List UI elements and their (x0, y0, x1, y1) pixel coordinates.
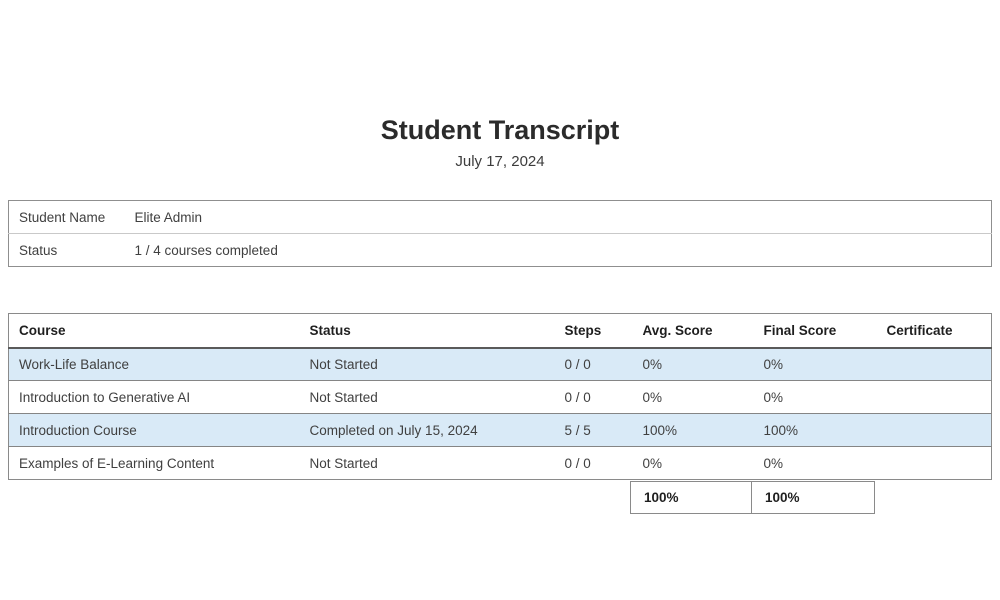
info-label: Status (8, 233, 125, 267)
course-final-score-cell: 0% (763, 356, 784, 372)
course-final-score-cell: 0% (753, 446, 877, 480)
page-title: Student Transcript (380, 115, 620, 145)
course-row: Work-Life Balance Not Started 0 / 0 0% 0… (8, 347, 992, 381)
course-row: Introduction to Generative AI Not Starte… (8, 380, 992, 414)
course-name-cell: Work-Life Balance (19, 356, 130, 372)
column-header-avg-score: Avg. Score (632, 313, 754, 349)
course-certificate-cell (876, 446, 992, 480)
courses-table: Course Status Steps Avg. Score Final Sco… (8, 313, 992, 480)
student-info-body: Student Name Elite Admin Status 1 / 4 co… (8, 201, 992, 267)
course-row: Examples of E-Learning Content Not Start… (8, 446, 992, 480)
course-name-cell: Examples of E-Learning Content (8, 446, 300, 480)
info-label: Student Name (19, 209, 106, 225)
course-steps-cell: 0 / 0 (564, 356, 591, 372)
column-header-course: Course (8, 313, 300, 349)
student-info-row: Student Name Elite Admin (9, 201, 992, 234)
course-avg-score-cell: 0% (632, 446, 754, 480)
course-avg-score-cell: 100% (632, 413, 754, 447)
info-value: 1 / 4 courses completed (124, 233, 992, 267)
column-header-steps: Steps (554, 313, 633, 349)
course-certificate-cell (877, 348, 992, 381)
course-final-score-cell: 0% (753, 380, 877, 414)
course-status-cell: Completed on July 15, 2024 (299, 413, 555, 447)
course-steps-cell: 0 / 0 (554, 380, 633, 414)
course-status-cell: Not Started (309, 356, 378, 372)
course-avg-score-cell: 0% (642, 356, 663, 372)
column-header-certificate: Certificate (876, 313, 992, 349)
column-header-status: Status (299, 313, 555, 349)
info-value: Elite Admin (134, 209, 203, 225)
course-steps-cell: 0 / 0 (554, 446, 633, 480)
score-totals: 100% 100% (630, 481, 875, 514)
course-status-cell: Not Started (299, 446, 555, 480)
student-info-row: Status 1 / 4 courses completed (8, 233, 992, 267)
course-name-cell: Introduction to Generative AI (8, 380, 300, 414)
course-name-cell: Introduction Course (8, 413, 300, 447)
courses-table-body: Work-Life Balance Not Started 0 / 0 0% 0… (8, 347, 992, 480)
courses-header-row: Course Status Steps Avg. Score Final Sco… (8, 313, 992, 349)
course-row: Introduction Course Completed on July 15… (8, 413, 992, 447)
final-score-total: 100% (752, 481, 875, 514)
student-info-table: Student Name Elite Admin Status 1 / 4 co… (8, 200, 992, 267)
avg-score-total: 100% (630, 481, 752, 514)
course-certificate-cell (876, 380, 992, 414)
course-steps-cell: 5 / 5 (554, 413, 633, 447)
course-certificate-cell (876, 413, 992, 447)
column-header-final-score: Final Score (753, 313, 877, 349)
course-avg-score-cell: 0% (632, 380, 754, 414)
course-final-score-cell: 100% (753, 413, 877, 447)
transcript-date: July 17, 2024 (455, 153, 545, 170)
course-status-cell: Not Started (299, 380, 555, 414)
